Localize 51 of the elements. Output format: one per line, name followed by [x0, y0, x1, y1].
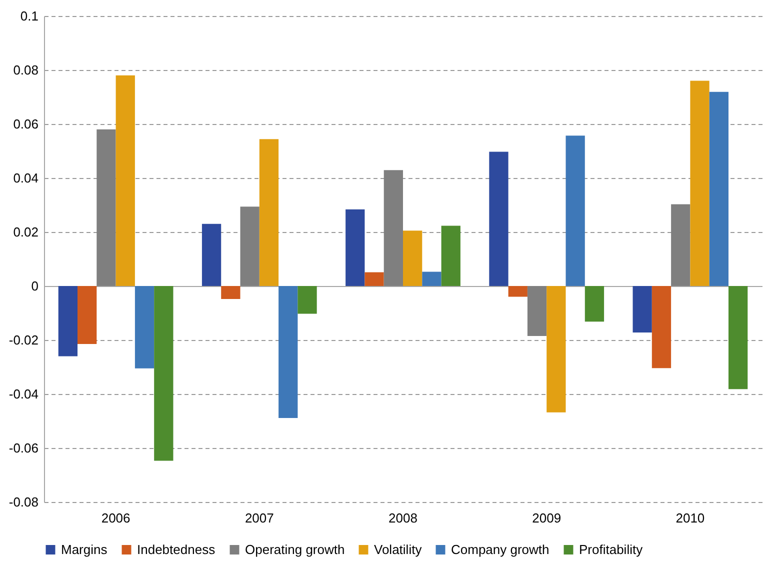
- y-tick-label: 0.06: [13, 116, 38, 132]
- y-tick-label: -0.08: [8, 494, 38, 510]
- bar: [584, 286, 604, 322]
- bar: [508, 286, 528, 297]
- bar: [96, 129, 116, 286]
- legend-label: Operating growth: [245, 542, 345, 557]
- legend-label: Indebtedness: [137, 542, 216, 557]
- y-tick-label: 0.04: [13, 170, 38, 186]
- legend-label: Margins: [61, 542, 108, 557]
- bar: [78, 286, 97, 344]
- y-tick-label: 0.02: [13, 224, 38, 240]
- bar: [489, 152, 508, 286]
- bar: [134, 286, 154, 368]
- bar: [422, 272, 442, 286]
- x-tick-label: 2010: [676, 510, 705, 526]
- bar: [671, 204, 690, 286]
- x-tick-label: 2008: [388, 510, 418, 526]
- legend-label: Profitability: [579, 542, 644, 557]
- y-tick-label: -0.06: [8, 440, 38, 456]
- bar: [154, 286, 174, 461]
- bar: [116, 75, 135, 286]
- bar: [403, 230, 422, 286]
- y-tick-label: 0: [31, 278, 38, 294]
- bar: [298, 286, 317, 314]
- x-tick-label: 2006: [101, 510, 130, 526]
- legend-label: Volatility: [374, 542, 422, 557]
- bar: [566, 136, 585, 286]
- bar: [221, 286, 240, 299]
- bar: [527, 286, 547, 336]
- x-tick-label: 2007: [244, 510, 274, 526]
- bar: [58, 286, 78, 356]
- y-tick-label: 0.1: [20, 8, 38, 24]
- bar: [346, 209, 365, 286]
- y-tick-label: -0.02: [8, 332, 38, 348]
- bar: [728, 286, 748, 390]
- bar: [384, 170, 403, 286]
- bar: [546, 286, 566, 412]
- bar: [259, 139, 279, 286]
- y-tick-label: 0.08: [13, 62, 38, 78]
- bar: [709, 92, 728, 286]
- bar: [202, 224, 222, 286]
- bar: [364, 272, 384, 286]
- bar: [278, 286, 298, 418]
- bar: [632, 286, 652, 332]
- bar: [240, 206, 260, 286]
- y-tick-label: -0.04: [8, 386, 38, 402]
- bar: [441, 226, 460, 286]
- bar: [652, 286, 672, 368]
- bar: [690, 80, 710, 286]
- x-tick-label: 2009: [532, 510, 562, 526]
- legend-label: Company growth: [451, 542, 550, 557]
